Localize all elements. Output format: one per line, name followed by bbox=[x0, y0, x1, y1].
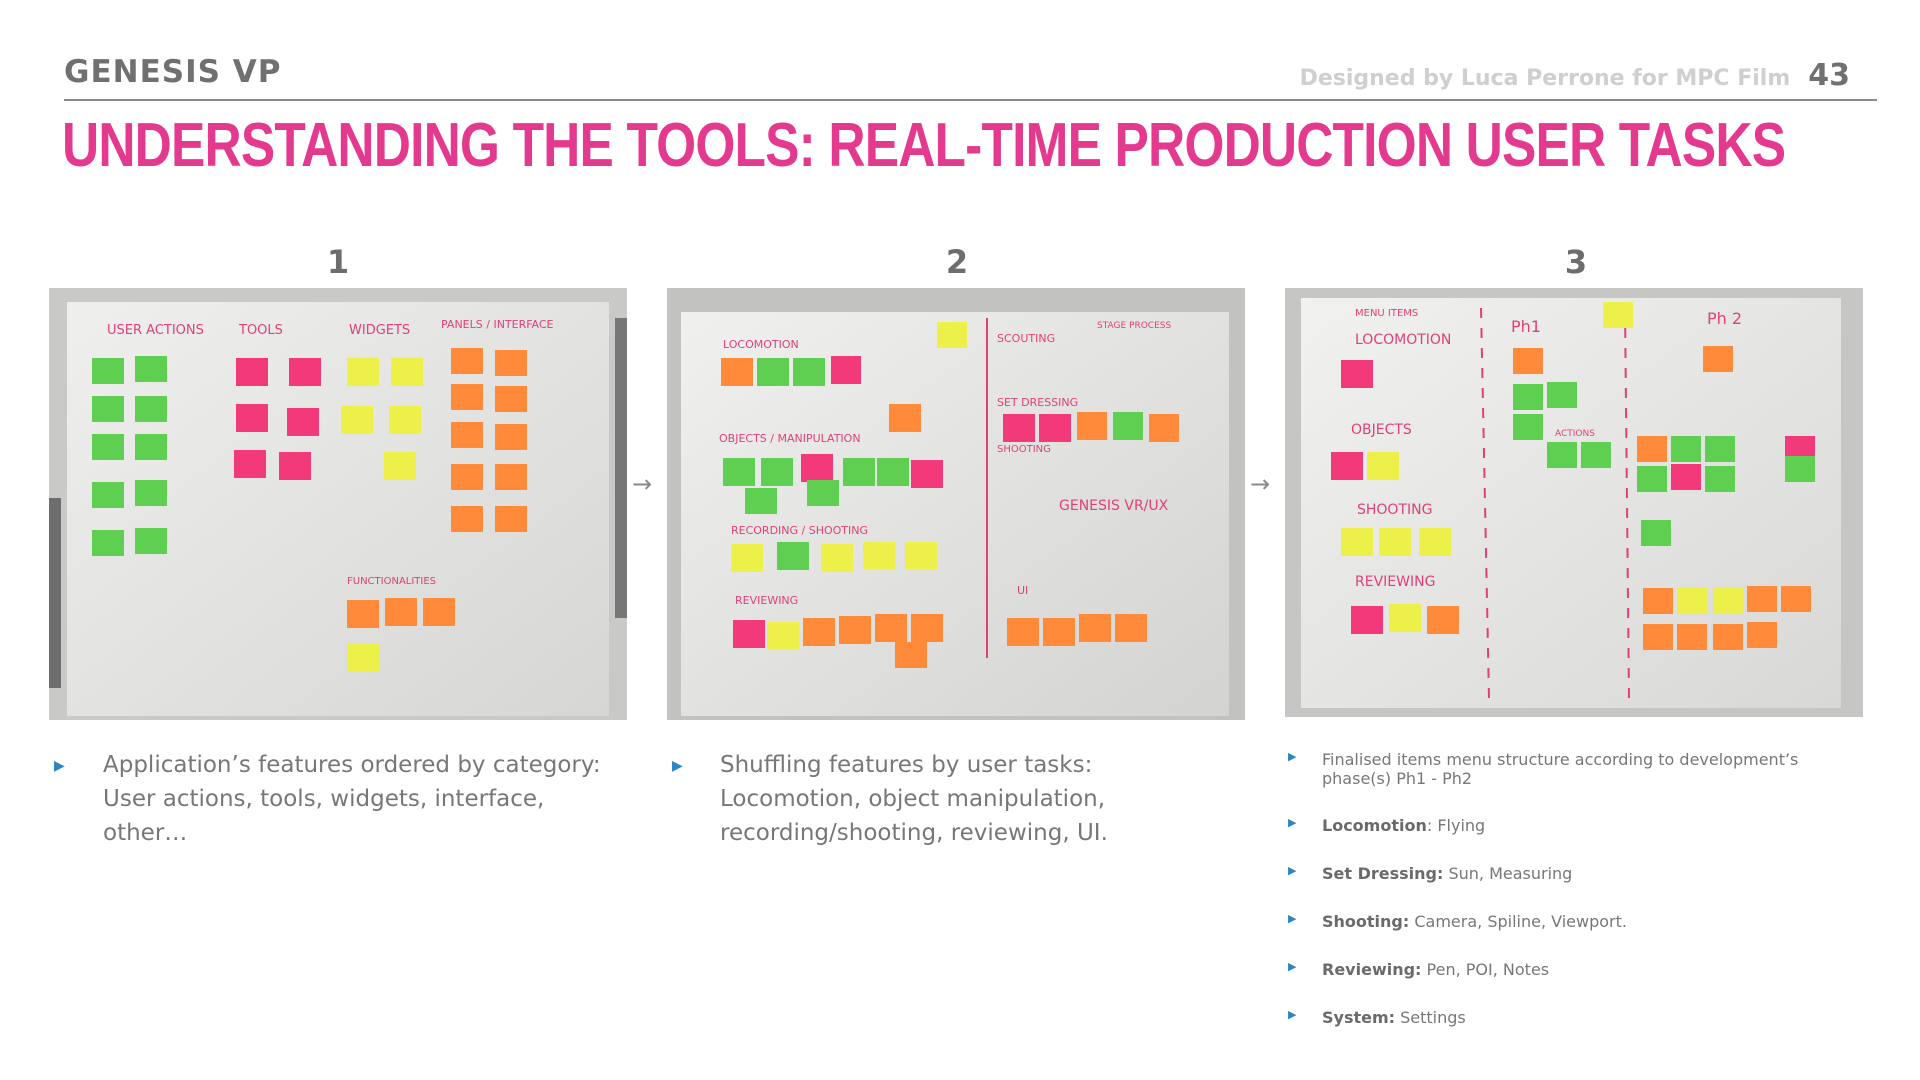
whiteboard-photo-3: MENU ITEMS LOCOMOTION OBJECTS SHOOTING R… bbox=[1285, 288, 1863, 717]
list-item-text: Camera, Spiline, Viewport. bbox=[1409, 912, 1627, 931]
list-item-text: Settings bbox=[1395, 1008, 1466, 1027]
board-label-ph1: Ph1 bbox=[1511, 317, 1541, 336]
header-divider bbox=[64, 99, 1877, 101]
credit-line: Designed by Luca Perrone for MPC Film 43 bbox=[1300, 58, 1850, 93]
board-label-ph2: Ph 2 bbox=[1707, 309, 1742, 328]
board-label-objects-3: OBJECTS bbox=[1351, 422, 1412, 438]
whiteboard-photo-2: LOCOMOTION OBJECTS / MANIPULATION RECORD… bbox=[667, 288, 1245, 720]
board-label-functionalities: FUNCTIONALITIES bbox=[347, 576, 436, 587]
list-item-label: Set Dressing: bbox=[1322, 864, 1444, 883]
sticky-notes-group-3 bbox=[1331, 302, 1815, 650]
bullet-icon: ▶ bbox=[672, 758, 683, 774]
list-item-label: System: bbox=[1322, 1008, 1396, 1027]
brand-name: GENESIS VP bbox=[64, 54, 282, 90]
board-label-tools: TOOLS bbox=[238, 323, 283, 338]
board-label-panels: PANELS / INTERFACE bbox=[441, 318, 554, 331]
list-item-text: Sun, Measuring bbox=[1443, 864, 1573, 883]
list-item: ▶ Set Dressing: Sun, Measuring bbox=[1288, 864, 1828, 883]
list-item: ▶ Shooting: Camera, Spiline, Viewport. bbox=[1288, 912, 1828, 931]
board-label-widgets: WIDGETS bbox=[349, 323, 410, 338]
board-label-shooting: SHOOTING bbox=[997, 444, 1051, 455]
board-label-locomotion: LOCOMOTION bbox=[723, 338, 799, 351]
sticky-notes-group-2 bbox=[721, 322, 1179, 668]
board-label-scouting: SCOUTING bbox=[997, 332, 1055, 345]
list-item: ▶ System: Settings bbox=[1288, 1008, 1828, 1027]
list-item-text: Pen, POI, Notes bbox=[1421, 960, 1550, 979]
board-label-actions: ACTIONS bbox=[1555, 429, 1595, 439]
flow-arrow-1: → bbox=[632, 470, 653, 498]
step-2-description: Shuffling features by user tasks: Locomo… bbox=[720, 752, 1108, 846]
board-label-reviewing: REVIEWING bbox=[735, 594, 798, 607]
list-item: ▶ Reviewing: Pen, POI, Notes bbox=[1288, 960, 1828, 979]
bullet-icon: ▶ bbox=[1288, 960, 1297, 973]
bullet-icon: ▶ bbox=[1288, 912, 1297, 925]
list-item-text: : Flying bbox=[1426, 816, 1486, 835]
list-item-text: Finalised items menu structure according… bbox=[1322, 750, 1799, 788]
bullet-icon: ▶ bbox=[1288, 1008, 1297, 1021]
step-1-number: 1 bbox=[326, 243, 350, 281]
list-item-label: Locomotion bbox=[1322, 816, 1427, 835]
credit-text: Designed by Luca Perrone for MPC Film bbox=[1299, 66, 1791, 91]
bullet-icon: ▶ bbox=[1288, 864, 1297, 877]
page-title: UNDERSTANDING THE TOOLS: REAL-TIME PRODU… bbox=[62, 111, 1786, 180]
list-item: ▶ Finalised items menu structure accordi… bbox=[1288, 750, 1828, 788]
step-3-list: ▶ Finalised items menu structure accordi… bbox=[1288, 750, 1828, 1027]
list-item: ▶ Locomotion: Flying bbox=[1288, 816, 1828, 835]
board-label-objects: OBJECTS / MANIPULATION bbox=[719, 432, 861, 445]
board-label-recording: RECORDING / SHOOTING bbox=[731, 524, 868, 537]
list-item-label: Reviewing: bbox=[1322, 960, 1422, 979]
board-label-ui: UI bbox=[1017, 584, 1028, 597]
bullet-icon: ▶ bbox=[1288, 750, 1297, 763]
board-label-genesis: GENESIS VR/UX bbox=[1059, 498, 1169, 514]
board-label-stage: STAGE PROCESS bbox=[1097, 321, 1171, 331]
board-label-locomotion-3: LOCOMOTION bbox=[1355, 332, 1451, 348]
step-1-description: Application’s features ordered by catego… bbox=[103, 752, 601, 846]
list-item-label: Shooting: bbox=[1322, 912, 1410, 931]
bullet-icon: ▶ bbox=[54, 758, 65, 774]
bullet-icon: ▶ bbox=[1288, 816, 1297, 829]
board-label-user-actions: USER ACTIONS bbox=[107, 323, 204, 338]
board-label-menu-items: MENU ITEMS bbox=[1355, 308, 1418, 319]
step-3-number: 3 bbox=[1564, 243, 1588, 281]
flow-arrow-2: → bbox=[1250, 470, 1271, 498]
sticky-notes-group-1 bbox=[92, 348, 527, 672]
step-2-number: 2 bbox=[945, 243, 969, 281]
page-number: 43 bbox=[1808, 58, 1850, 93]
board-label-set-dressing: SET DRESSING bbox=[997, 396, 1078, 409]
board-label-shooting-3: SHOOTING bbox=[1357, 502, 1432, 518]
board-label-reviewing-3: REVIEWING bbox=[1355, 574, 1435, 590]
whiteboard-photo-1: USER ACTIONS TOOLS WIDGETS PANELS / INTE… bbox=[49, 288, 627, 720]
